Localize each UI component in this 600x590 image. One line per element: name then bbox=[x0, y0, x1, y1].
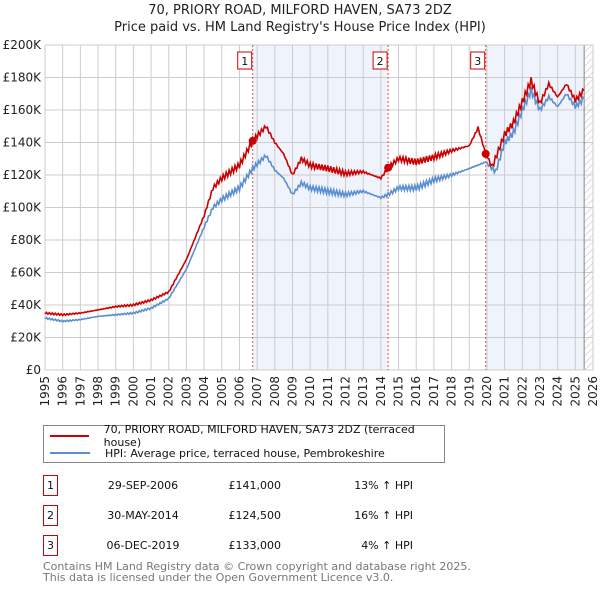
x-tick-label: 2002 bbox=[162, 376, 176, 407]
x-tick-label: 2006 bbox=[232, 376, 246, 407]
x-tick-label: 1995 bbox=[38, 376, 52, 407]
x-tick-label: 2015 bbox=[392, 376, 406, 407]
x-tick-label: 2007 bbox=[250, 376, 264, 407]
y-tick-label: £0 bbox=[26, 363, 41, 377]
sale-label-box bbox=[372, 51, 388, 70]
x-tick-label: 2009 bbox=[285, 376, 299, 407]
hpi-line bbox=[44, 86, 585, 324]
sale-hpi-diff: 16% ↑ HPI bbox=[354, 509, 413, 522]
y-tick-label: £160K bbox=[3, 103, 43, 117]
blue-line-swatch bbox=[50, 452, 90, 454]
x-tick-label: 2012 bbox=[339, 376, 353, 407]
y-tick-label: £40K bbox=[10, 298, 42, 312]
x-tick-label: 2022 bbox=[515, 376, 529, 407]
x-tick-label: 2010 bbox=[303, 376, 317, 407]
property-price-line bbox=[44, 77, 585, 317]
x-tick-label: 2023 bbox=[533, 376, 547, 407]
x-tick-label: 2013 bbox=[356, 376, 370, 407]
x-tick-label: 1998 bbox=[91, 376, 105, 407]
plot-frame bbox=[44, 44, 594, 371]
sale-point bbox=[481, 149, 490, 158]
sale-badge: 2 bbox=[43, 505, 58, 526]
sale-hpi-diff: 4% ↑ HPI bbox=[361, 539, 413, 552]
x-tick-label: 2001 bbox=[144, 376, 158, 407]
x-tick-label: 2005 bbox=[215, 376, 229, 407]
x-tick-label: 2018 bbox=[445, 376, 459, 407]
sale-label: 2 bbox=[377, 55, 384, 68]
sale-date: 30-MAY-2014 bbox=[107, 509, 179, 522]
y-tick-label: £60K bbox=[10, 266, 42, 280]
x-tick-label: 2019 bbox=[462, 376, 476, 407]
chart-title: 70, PRIORY ROAD, MILFORD HAVEN, SA73 2DZ bbox=[148, 3, 452, 18]
legend-item-property: 70, PRIORY ROAD, MILFORD HAVEN, SA73 2DZ… bbox=[50, 423, 444, 449]
x-tick-label: 2011 bbox=[321, 376, 335, 407]
sale-date: 06-DEC-2019 bbox=[106, 539, 180, 552]
y-tick-label: £100K bbox=[3, 201, 43, 215]
x-tick-label: 1999 bbox=[109, 376, 123, 407]
sale-price: £124,500 bbox=[228, 509, 282, 522]
x-tick-label: 2008 bbox=[268, 376, 282, 407]
sale-label-box bbox=[237, 51, 253, 70]
x-tick-label: 2003 bbox=[179, 376, 193, 407]
x-tick-label: 2014 bbox=[374, 376, 388, 407]
legend-item-hpi: HPI: Average price, terraced house, Pemb… bbox=[50, 445, 385, 461]
footer-licence: This data is licensed under the Open Gov… bbox=[43, 571, 394, 584]
footer: Contains HM Land Registry data © Crown c… bbox=[43, 561, 471, 583]
legend-label-property: 70, PRIORY ROAD, MILFORD HAVEN, SA73 2DZ… bbox=[103, 423, 415, 449]
x-tick-label: 2000 bbox=[126, 376, 140, 407]
sale-hpi-diff: 13% ↑ HPI bbox=[354, 479, 413, 492]
y-tick-label: £120K bbox=[3, 168, 43, 182]
y-tick-label: £80K bbox=[10, 233, 42, 247]
x-tick-label: 2021 bbox=[498, 376, 512, 407]
x-tick-label: 2024 bbox=[551, 376, 565, 407]
legend-label-hpi: HPI: Average price, terraced house, Pemb… bbox=[105, 446, 385, 460]
y-tick-label: £200K bbox=[3, 38, 43, 52]
footer-copyright: Contains HM Land Registry data © Crown c… bbox=[43, 560, 471, 573]
sale-badge: 3 bbox=[43, 535, 58, 556]
sale-price: £141,000 bbox=[228, 479, 282, 492]
x-tick-label: 1997 bbox=[73, 376, 87, 407]
y-tick-label: £140K bbox=[3, 136, 43, 150]
sale-label-box bbox=[470, 51, 486, 70]
x-tick-label: 2004 bbox=[197, 376, 211, 407]
sale-label: 1 bbox=[241, 55, 248, 68]
x-tick-label: 1996 bbox=[56, 376, 70, 407]
sale-label: 3 bbox=[474, 55, 481, 68]
x-tick-label: 2025 bbox=[568, 376, 582, 407]
x-tick-label: 2017 bbox=[427, 376, 441, 407]
sale-date: 29-SEP-2006 bbox=[107, 479, 179, 492]
sale-point bbox=[248, 136, 257, 145]
x-tick-label: 2020 bbox=[480, 376, 494, 407]
sale-badge: 1 bbox=[43, 475, 58, 496]
sale-point bbox=[384, 163, 393, 172]
x-tick-label: 2016 bbox=[409, 376, 423, 407]
chart-subtitle: Price paid vs. HM Land Registry's House … bbox=[114, 20, 486, 35]
y-tick-label: £20K bbox=[10, 331, 42, 345]
red-line-swatch bbox=[50, 435, 89, 437]
sale-price: £133,000 bbox=[228, 539, 282, 552]
x-tick-label: 2026 bbox=[586, 376, 600, 407]
legend: 70, PRIORY ROAD, MILFORD HAVEN, SA73 2DZ… bbox=[43, 423, 445, 463]
y-tick-label: £180K bbox=[3, 71, 43, 85]
price-chart: 1995 1996 1997 1998 1999 2000 2001 2002 2003 2004… bbox=[3, 38, 600, 407]
